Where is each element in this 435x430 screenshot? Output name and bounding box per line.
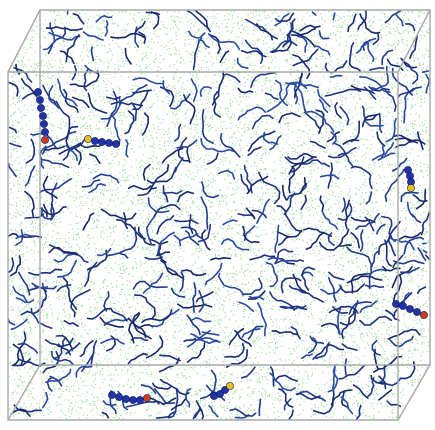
page: (() => { const data = JSON.parse(documen… xyxy=(0,0,435,430)
bead xyxy=(41,128,48,135)
bead xyxy=(40,120,47,127)
bead xyxy=(41,136,48,143)
bead xyxy=(39,112,46,119)
bead xyxy=(91,137,98,144)
bead xyxy=(108,391,115,398)
bead xyxy=(36,96,43,103)
bead xyxy=(407,184,414,191)
bead xyxy=(115,393,122,400)
bead xyxy=(122,395,129,402)
bead xyxy=(413,308,420,315)
bead xyxy=(226,382,233,389)
bead xyxy=(143,394,150,401)
bead xyxy=(399,302,406,309)
bead xyxy=(34,88,41,95)
bead xyxy=(392,300,399,307)
bead xyxy=(406,305,413,312)
bead xyxy=(420,311,427,318)
bead xyxy=(112,140,119,147)
bead xyxy=(129,396,136,403)
bead xyxy=(136,396,143,403)
bead xyxy=(37,104,44,111)
simulation-box xyxy=(0,0,435,430)
bead xyxy=(84,135,91,142)
bead xyxy=(98,138,105,145)
bead xyxy=(105,139,112,146)
polymer-strand xyxy=(259,399,260,415)
